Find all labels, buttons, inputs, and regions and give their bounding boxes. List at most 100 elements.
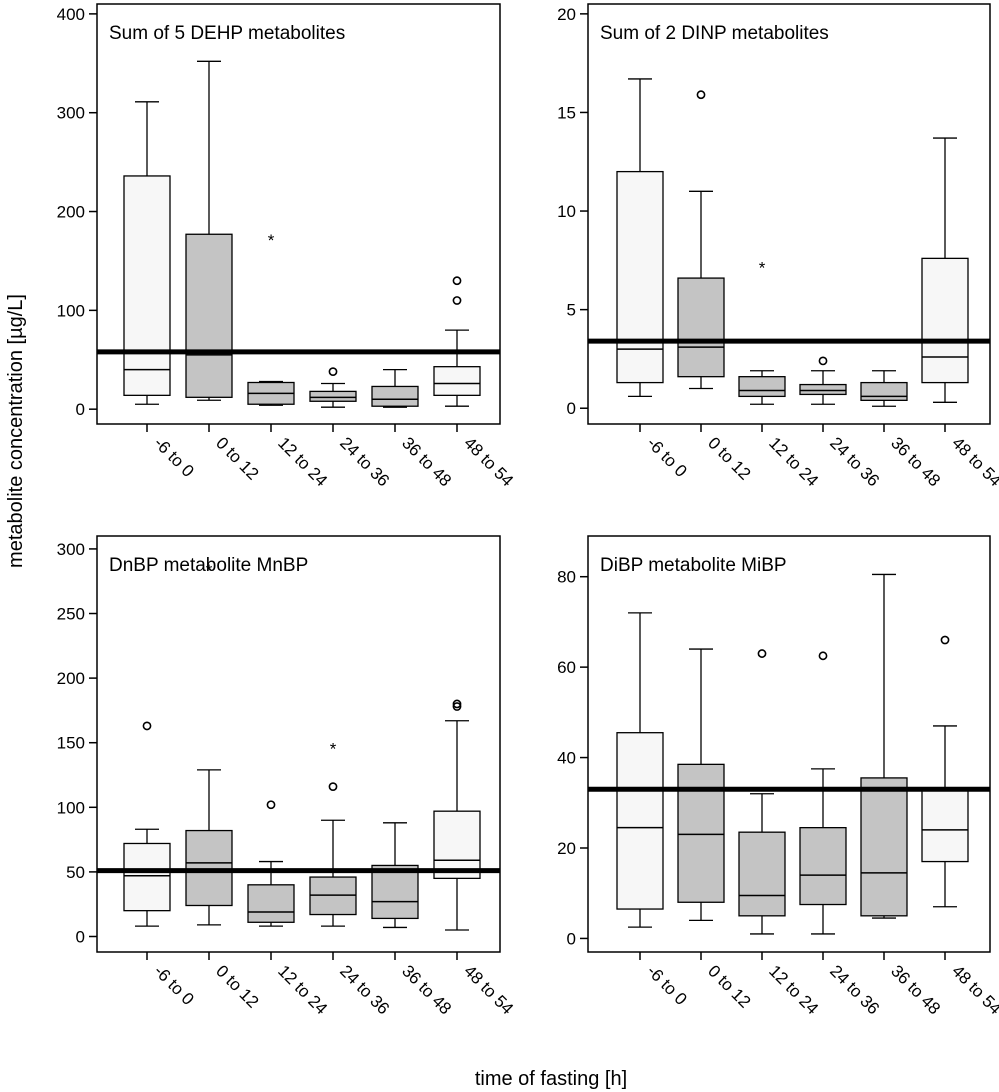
interquartile-box <box>371 385 419 407</box>
y-tick-label: 100 <box>57 798 85 817</box>
box-4 <box>799 356 847 405</box>
y-tick-label: 10 <box>557 202 576 221</box>
box-1 <box>123 721 171 927</box>
box-3 <box>738 649 786 935</box>
panel-2: Sum of 2 DINP metabolites 0 5 10 15 20 -6 to 0… <box>557 3 999 490</box>
box-6 <box>433 276 481 407</box>
box-4: * <box>309 739 357 927</box>
interquartile-box <box>309 390 357 402</box>
interquartile-box <box>860 381 908 401</box>
outlier-point <box>818 651 828 661</box>
box-4 <box>309 367 357 408</box>
box-2 <box>185 60 233 401</box>
x-tick-label: 24 to 36 <box>336 961 393 1018</box>
plot-frame <box>96 3 501 425</box>
x-tick-label: 36 to 48 <box>398 961 455 1018</box>
y-tick-label: 0 <box>76 927 85 946</box>
x-tick-label: 12 to 24 <box>274 433 331 490</box>
y-tick-label: 40 <box>557 749 576 768</box>
box-6 <box>921 635 969 908</box>
y-axis-title: metabolite concentration [µg/L] <box>5 294 27 568</box>
box-1 <box>616 612 664 928</box>
y-tick-label: 0 <box>567 399 576 418</box>
panel-title: Sum of 5 DEHP metabolites <box>109 23 345 44</box>
y-tick-label: 0 <box>76 400 85 419</box>
x-tick-label: 36 to 48 <box>887 433 944 490</box>
x-tick-label: 36 to 48 <box>887 961 944 1018</box>
outlier-point <box>757 649 767 658</box>
interquartile-box <box>433 810 481 880</box>
interquartile-box <box>860 777 908 917</box>
outlier-point <box>328 782 338 792</box>
box-1 <box>123 101 171 405</box>
y-tick-label: 20 <box>557 5 576 24</box>
y-tick-label: 60 <box>557 658 576 677</box>
panel-title: Sum of 2 DINP metabolites <box>600 23 829 44</box>
interquartile-box <box>738 376 786 398</box>
x-tick-label: -6 to 0 <box>643 961 691 1009</box>
outlier-point <box>328 367 338 377</box>
x-tick-label: 24 to 36 <box>826 961 883 1018</box>
x-tick-label: 36 to 48 <box>398 433 455 490</box>
box-6 <box>433 699 481 931</box>
outlier-point <box>696 90 706 100</box>
interquartile-box <box>616 732 664 910</box>
interquartile-box <box>738 831 786 917</box>
y-tick-label: 15 <box>557 103 576 122</box>
extreme-point: * <box>759 258 766 277</box>
interquartile-box <box>433 366 481 396</box>
y-tick-label: 80 <box>557 568 576 587</box>
outlier-point <box>818 356 828 366</box>
panel-1: Sum of 5 DEHP metabolites 0 100 200 300 400 -6… <box>57 3 517 490</box>
box-5 <box>860 370 908 407</box>
y-tick-label: 200 <box>57 203 85 222</box>
panel-title: DiBP metabolite MiBP <box>600 555 787 576</box>
plot-frame <box>587 535 991 953</box>
y-tick-label: 100 <box>57 301 85 320</box>
panel-title: DnBP metabolite MnBP <box>109 555 308 576</box>
y-tick-label: 20 <box>557 839 576 858</box>
interquartile-box <box>799 827 847 906</box>
y-tick-label: 5 <box>567 301 576 320</box>
y-tick-label: 0 <box>567 929 576 948</box>
interquartile-box <box>921 257 969 384</box>
x-tick-label: 48 to 54 <box>948 433 999 490</box>
outlier-point <box>266 800 276 810</box>
box-5 <box>371 368 419 408</box>
box-3: * <box>247 231 295 406</box>
x-tick-label: 48 to 54 <box>460 961 517 1018</box>
outlier-point <box>452 276 462 286</box>
y-tick-label: 150 <box>57 734 85 753</box>
box-3: * <box>738 258 786 405</box>
x-tick-label: -6 to 0 <box>643 433 691 481</box>
box-2 <box>677 648 725 921</box>
y-tick-label: 300 <box>57 540 85 559</box>
box-5 <box>371 822 419 929</box>
outlier-point <box>142 721 152 731</box>
panel-3: DnBP metabolite MnBP 0 50 100 150 200 250 300 -6… <box>57 535 517 1018</box>
y-tick-label: 250 <box>57 605 85 624</box>
box-5 <box>860 573 908 919</box>
interquartile-box <box>185 233 233 398</box>
interquartile-box <box>371 864 419 920</box>
box-1 <box>616 78 664 398</box>
extreme-point: * <box>206 561 213 580</box>
outlier-point <box>940 635 950 645</box>
box-3 <box>247 800 295 927</box>
interquartile-box <box>677 277 725 378</box>
y-tick-label: 200 <box>57 669 85 688</box>
extreme-point: * <box>330 739 337 758</box>
outlier-point <box>452 699 462 709</box>
box-2: * <box>185 561 233 926</box>
y-tick-label: 50 <box>66 863 85 882</box>
x-tick-label: 24 to 36 <box>826 433 883 490</box>
box-4 <box>799 651 847 935</box>
y-tick-label: 300 <box>57 104 85 123</box>
x-tick-label: 24 to 36 <box>336 433 393 490</box>
x-tick-label: 0 to 12 <box>704 433 754 483</box>
x-tick-label: 0 to 12 <box>212 961 262 1011</box>
x-tick-label: -6 to 0 <box>150 433 198 481</box>
interquartile-box <box>921 788 969 863</box>
y-tick-label: 400 <box>57 5 85 24</box>
